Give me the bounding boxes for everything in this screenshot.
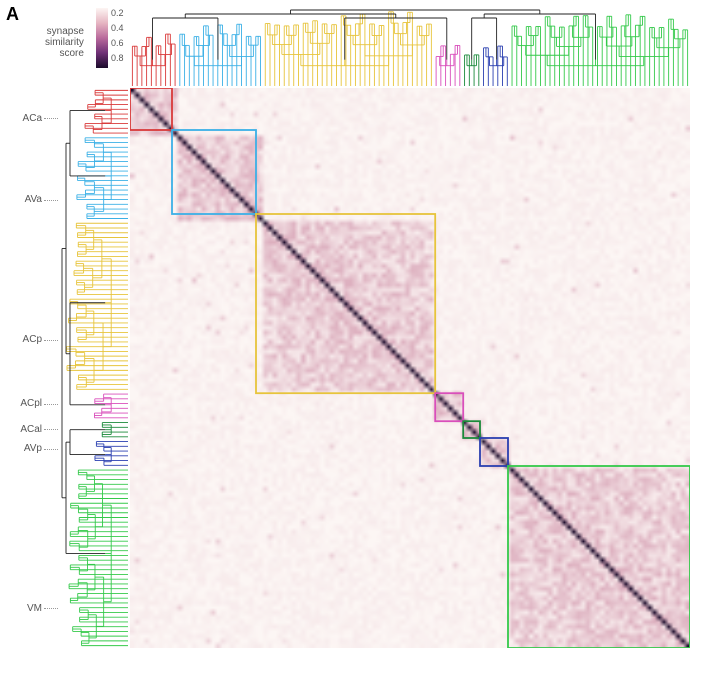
- cb-t1: 0.4: [111, 21, 124, 36]
- cb-l1: similarity: [45, 37, 84, 48]
- colorbar-ticks: 0.2 0.4 0.6 0.8: [111, 6, 124, 66]
- cb-l2: score: [45, 48, 84, 59]
- cb-l0: synapse: [45, 26, 84, 37]
- dendrogram-top: [130, 8, 690, 86]
- cb-t2: 0.6: [111, 36, 124, 51]
- cb-t0: 0.2: [111, 6, 124, 21]
- colorbar-label: synapse similarity score: [45, 26, 84, 59]
- dendrogram-left: [60, 88, 128, 648]
- row-label-ACa: ACa: [2, 113, 42, 124]
- row-label-VM: VM: [2, 603, 42, 614]
- row-label-ACpl: ACpl: [2, 398, 42, 409]
- row-label-AVp: AVp: [2, 443, 42, 454]
- cb-t3: 0.8: [111, 51, 124, 66]
- cluster-boxes: [130, 88, 690, 648]
- colorbar-gradient: [96, 8, 108, 68]
- row-label-ACp: ACp: [2, 334, 42, 345]
- panel-letter: A: [6, 4, 19, 25]
- row-label-ACal: ACal: [2, 424, 42, 435]
- row-label-AVa: AVa: [2, 194, 42, 205]
